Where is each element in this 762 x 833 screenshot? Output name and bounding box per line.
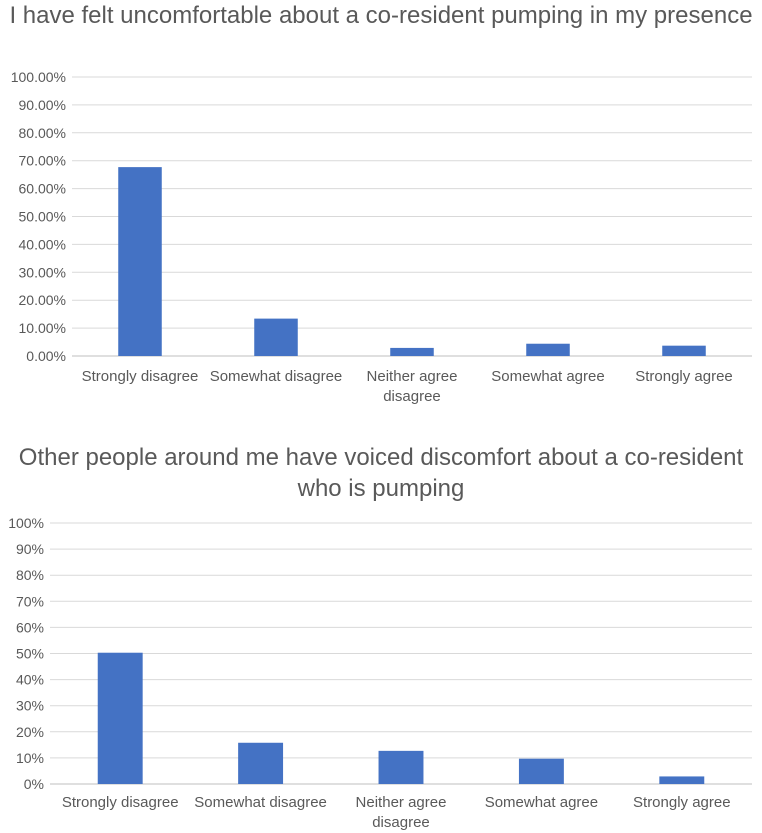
x-tick-label: Somewhat agree [478, 367, 618, 387]
x-tick-label: Somewhat agree [471, 793, 611, 813]
y-tick-label: 10% [16, 750, 44, 766]
y-tick-label: 30% [16, 698, 44, 714]
bar [526, 343, 570, 356]
y-tick-label: 20.00% [19, 292, 66, 308]
y-tick-label: 40% [16, 672, 44, 688]
x-tick-label-line: Strongly disagree [81, 368, 199, 385]
y-tick-label: 80% [16, 567, 44, 583]
chart-uncomfortable: I have felt uncomfortable about a co-res… [9, 2, 754, 407]
bar [97, 652, 143, 784]
y-tick-label: 20% [16, 724, 44, 740]
y-tick-label: 50% [16, 646, 44, 662]
x-tick-label-line: disagree [372, 814, 430, 831]
x-tick-label: Somewhat disagree [206, 367, 346, 387]
x-tick-label-line: Somewhat agree [484, 794, 599, 811]
x-tick-label: Strongly agree [614, 367, 754, 387]
x-tick-label-line: Strongly agree [635, 368, 733, 385]
x-tick-label: Strongly disagree [50, 793, 190, 813]
x-tick-label: Somewhat disagree [191, 793, 331, 813]
y-tick-label: 50.00% [19, 209, 66, 225]
chart-title: I have felt uncomfortable about a co-res… [9, 2, 753, 29]
y-tick-label: 90% [16, 541, 44, 557]
y-tick-label: 10.00% [19, 320, 66, 336]
plot-area: 0% 10% 20% 30% 40% 50% 60% 70% 80% 90% 100% [8, 515, 752, 792]
bar [238, 742, 284, 784]
x-tick-label-line: Somewhat disagree [194, 794, 327, 811]
y-tick-label: 70.00% [19, 153, 66, 169]
y-tick-label: 90.00% [19, 97, 66, 113]
x-tick-label: Strongly disagree [70, 367, 210, 387]
x-tick-label: Strongly agree [612, 793, 752, 813]
x-tick-label-line: Neither agree [366, 368, 458, 385]
y-tick-label: 0% [24, 776, 44, 792]
x-tick-label-line: Strongly disagree [61, 794, 179, 811]
chart-title: Other people around me have voiced disco… [18, 444, 744, 502]
y-tick-label: 0.00% [26, 348, 66, 364]
x-tick-label: Neither agree disagree [342, 367, 482, 407]
y-tick-label: 100% [8, 515, 44, 531]
bar [118, 167, 162, 356]
bar [662, 345, 706, 356]
x-tick-label-line: Strongly agree [633, 794, 731, 811]
x-tick-label-line: Somewhat disagree [209, 368, 343, 385]
bar [390, 347, 434, 356]
x-tick-label-line: disagree [383, 388, 441, 405]
plot-area: 0.00% 10.00% 20.00% 30.00% 40.00% 50.00% 60.00… [11, 69, 752, 364]
y-tick-label: 70% [16, 593, 44, 609]
x-tick-label: Neither agree disagree [331, 793, 471, 833]
bar [518, 758, 564, 784]
y-tick-label: 100.00% [11, 69, 66, 85]
y-tick-label: 60% [16, 619, 44, 635]
y-tick-label: 40.00% [19, 236, 66, 252]
x-tick-label-line: Neither agree [355, 794, 447, 811]
x-tick-label-line: Somewhat agree [491, 368, 605, 385]
y-tick-label: 80.00% [19, 125, 66, 141]
bar [254, 318, 298, 356]
chart-voiced-discomfort: Other people around me have voiced disco… [0, 430, 762, 833]
y-tick-label: 60.00% [19, 181, 66, 197]
bar [659, 776, 705, 784]
bar [378, 750, 424, 784]
y-tick-label: 30.00% [19, 264, 66, 280]
